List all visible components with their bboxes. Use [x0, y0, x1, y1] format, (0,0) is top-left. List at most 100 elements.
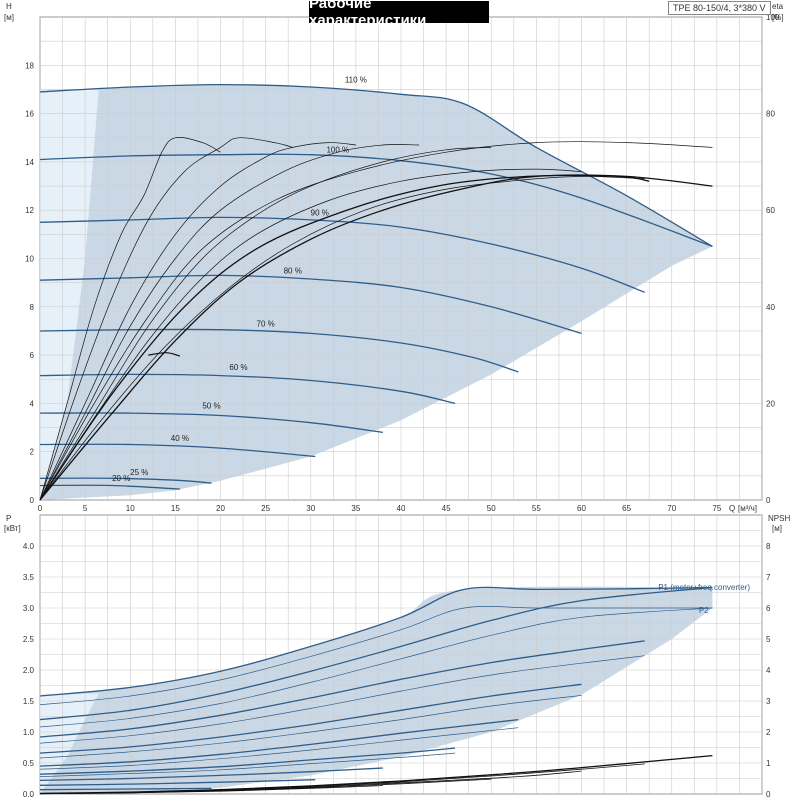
power-y-axis-unit: [кВт]: [4, 524, 21, 533]
model-label: TPE 80-150/4, 3*380 V: [668, 1, 771, 15]
head-y-tick-label: 2: [30, 448, 35, 457]
power-curve: [39, 695, 582, 759]
head-speed-label: 50 %: [202, 402, 220, 411]
power-curve: [39, 655, 645, 744]
head-y-tick-label: 6: [30, 351, 35, 360]
power-curve: [39, 767, 383, 782]
head-speed-label: 20 %: [112, 474, 130, 483]
head-x-tick-label: 50: [487, 504, 496, 513]
head-speed-curve: [39, 443, 316, 458]
power-curve: [39, 683, 582, 754]
head-x-tick-label: 40: [397, 504, 406, 513]
head-x-tick-label: 25: [261, 504, 270, 513]
power-y-tick-label: 3.0: [23, 604, 35, 613]
head-x-tick-label: 70: [667, 504, 676, 513]
head-y-axis-unit: [м]: [4, 13, 14, 22]
power-y-tick-label: 3.5: [23, 573, 35, 582]
head-y-tick-label: 14: [25, 158, 34, 167]
eff-curve: [39, 142, 356, 501]
power-y-axis-label: P: [6, 514, 11, 523]
head-x-tick-label: 65: [622, 504, 631, 513]
head-y-tick-label: 10: [25, 255, 34, 264]
power-curve: [39, 586, 713, 721]
head-y2-tick-label: 0: [766, 496, 771, 505]
power-y2-tick-label: 8: [766, 542, 771, 551]
power-y-tick-label: 2.0: [23, 666, 35, 675]
power-y2-tick-label: 4: [766, 666, 771, 675]
power-series-label: P1 (motor+freq.converter): [658, 583, 750, 592]
head-operating-band: [40, 84, 713, 500]
head-y2-axis-unit: [%]: [772, 13, 784, 22]
head-x-tick-label: 20: [216, 504, 225, 513]
power-curve: [39, 747, 456, 775]
head-y-tick-label: 12: [25, 206, 34, 215]
power-y2-tick-label: 3: [766, 697, 771, 706]
power-y-tick-label: 1.5: [23, 697, 35, 706]
head-y-tick-label: 16: [25, 110, 34, 119]
head-y2-axis-label: eta: [772, 2, 784, 11]
power-y2-axis-unit: [м]: [772, 524, 782, 533]
head-speed-label: 100 %: [326, 146, 349, 155]
head-x-tick-label: 35: [351, 504, 360, 513]
power-curve: [39, 586, 713, 697]
power-y-tick-label: 4.0: [23, 542, 35, 551]
head-speed-label: 40 %: [171, 434, 189, 443]
x-axis-unit: [м³/ч]: [738, 504, 757, 513]
head-x-tick-label: 10: [126, 504, 135, 513]
eff-curve: [39, 174, 650, 501]
head-speed-label: 80 %: [284, 266, 302, 275]
head-x-tick-label: 75: [712, 504, 721, 513]
head-x-tick-label: 5: [83, 504, 88, 513]
head-y-axis-label: H: [6, 2, 12, 11]
head-speed-label: 90 %: [311, 208, 329, 217]
head-y-tick-label: 8: [30, 303, 35, 312]
power-curve: [39, 640, 645, 738]
power-operating-band: [40, 586, 713, 794]
power-y2-tick-label: 0: [766, 790, 771, 799]
head-y2-tick-label: 20: [766, 399, 775, 408]
head-speed-curve: [39, 328, 519, 373]
eff-curve: [39, 176, 645, 501]
power-series-label: P2: [699, 606, 709, 615]
head-y-tick-label: 0: [30, 496, 35, 505]
head-speed-label: 60 %: [229, 363, 247, 372]
power-y2-tick-label: 2: [766, 728, 771, 737]
power-y2-tick-label: 6: [766, 604, 771, 613]
power-y-tick-label: 1.0: [23, 728, 35, 737]
power-y2-tick-label: 5: [766, 635, 771, 644]
head-y2-tick-label: 60: [766, 206, 775, 215]
power-curve: [39, 779, 316, 786]
head-speed-curve: [39, 484, 180, 490]
power-y-tick-label: 2.5: [23, 635, 35, 644]
head-y2-tick-label: 40: [766, 303, 775, 312]
head-x-tick-label: 45: [442, 504, 451, 513]
head-speed-curve: [39, 274, 582, 335]
power-y-tick-label: 0.0: [23, 790, 35, 799]
eff-curve: [148, 352, 181, 357]
power-y-tick-label: 0.5: [23, 759, 35, 768]
power-curve: [39, 607, 713, 728]
power-curve: [39, 727, 519, 770]
head-speed-label: 70 %: [257, 320, 275, 329]
eff-curve: [39, 137, 293, 501]
head-x-tick-label: 15: [171, 504, 180, 513]
head-speed-curve: [39, 153, 713, 248]
power-curve: [39, 787, 212, 791]
power-curve: [39, 718, 519, 767]
head-x-tick-label: 55: [532, 504, 541, 513]
head-x-tick-label: 0: [38, 504, 43, 513]
power-y2-axis-label: NPSH: [768, 514, 790, 523]
head-speed-curve: [39, 477, 212, 484]
head-band-light-wedge: [40, 89, 99, 501]
head-y-tick-label: 4: [30, 399, 35, 408]
eff-curve: [39, 137, 221, 501]
power-curve: [39, 606, 713, 706]
x-axis-label: Q: [729, 504, 735, 513]
head-x-tick-label: 30: [306, 504, 315, 513]
eff-curve: [39, 147, 492, 501]
head-speed-label: 110 %: [345, 76, 367, 85]
head-y-tick-label: 18: [25, 61, 34, 70]
head-speed-curve: [39, 216, 645, 293]
